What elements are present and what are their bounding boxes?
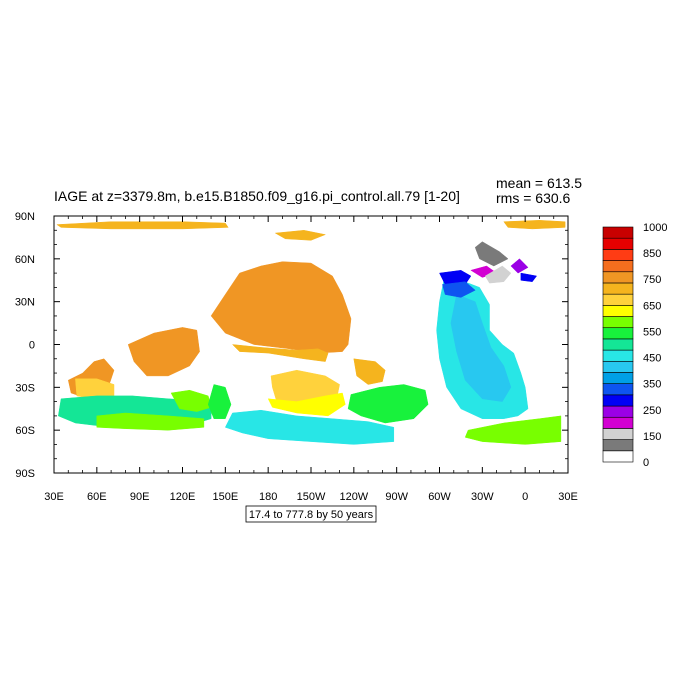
colorbar-label: 650 [643, 300, 661, 312]
x-tick-label: 0 [522, 491, 528, 503]
axis-ticks: 30E 60E 90E 120E 150E 180 150W 120W 90W 60W 30W 0 30… [15, 211, 578, 503]
colorbar-box [602, 305, 634, 317]
colorbar-box [602, 282, 634, 295]
colorbar-box [602, 327, 634, 340]
rms-stat: rms = 630.6 [496, 190, 571, 206]
colorbar-box [602, 338, 634, 351]
colorbar-box [602, 405, 634, 418]
map-region-22 [474, 241, 509, 267]
colorbar-box [602, 237, 634, 250]
y-tick-label: 90N [15, 211, 35, 223]
colorbar-box [602, 383, 634, 396]
x-tick-label: 30E [558, 491, 578, 503]
x-tick-label: 120E [170, 491, 196, 503]
map-region-25 [274, 230, 327, 241]
colorbar-box [602, 439, 634, 452]
colorbar-box [602, 360, 634, 373]
colorbar-box [602, 249, 634, 261]
colorbar-label: 250 [643, 405, 661, 417]
colorbar-box [602, 428, 634, 440]
colorbar-box [602, 271, 634, 284]
x-tick-label: 150W [297, 491, 326, 503]
map-region-9 [96, 412, 205, 431]
colorbar-box [602, 416, 634, 429]
map-region-13 [224, 409, 395, 445]
x-tick-label: 30W [471, 491, 494, 503]
colorbar-label: 0 [643, 457, 649, 469]
colorbar-label: 750 [643, 274, 661, 286]
map-region-20 [520, 272, 538, 282]
colorbar-box [602, 226, 634, 239]
map-region-3 [231, 344, 329, 362]
y-tick-label: 90S [15, 468, 35, 480]
colorbar-box [602, 293, 634, 306]
x-tick-label: 60E [87, 491, 107, 503]
contour-info-box [245, 505, 377, 523]
map-region-11 [207, 384, 232, 419]
y-tick-label: 60S [15, 425, 35, 437]
y-tick-label: 60N [15, 254, 35, 266]
map-region-15 [450, 294, 512, 402]
colorbar-label: 850 [643, 248, 661, 260]
map-region-21 [484, 265, 512, 284]
x-tick-label: 30E [44, 491, 64, 503]
map-regions [56, 220, 566, 445]
map-region-19 [510, 258, 529, 274]
map-region-1 [127, 327, 200, 377]
colorbar-label: 550 [643, 326, 661, 338]
map-region-23 [464, 415, 562, 445]
map-region-26 [503, 220, 566, 230]
colorbar-box [602, 349, 634, 362]
map-region-24 [56, 221, 229, 230]
colorbar-box [602, 260, 634, 273]
map-region-12 [347, 384, 429, 424]
map-region-5 [267, 392, 346, 417]
colorbar-label: 350 [643, 379, 661, 391]
chart-title: IAGE at z=3379.8m, b.e15.B1850.f09_g16.p… [54, 188, 460, 204]
colorbar-box [602, 450, 634, 463]
x-tick-label: 120W [339, 491, 368, 503]
colorbar: 1000 850 750 650 550 450 350 250 150 0 [602, 222, 667, 469]
colorbar-label: 150 [643, 431, 661, 443]
colorbar-label: 1000 [643, 222, 667, 234]
colorbar-label: 450 [643, 353, 661, 365]
x-tick-label: 180 [259, 491, 277, 503]
y-tick-label: 30N [15, 297, 35, 309]
x-tick-label: 90E [130, 491, 150, 503]
y-tick-label: 0 [29, 340, 35, 352]
y-tick-label: 30S [15, 382, 35, 394]
colorbar-box [602, 372, 634, 384]
x-tick-label: 60W [428, 491, 451, 503]
contour-info: 17.4 to 777.8 by 50 years [249, 509, 374, 521]
map-region-17 [442, 281, 476, 298]
mean-stat: mean = 613.5 [496, 175, 582, 191]
colorbar-box [602, 394, 634, 407]
map-region-7 [353, 358, 386, 385]
map-region-2 [210, 261, 352, 354]
x-tick-label: 150E [212, 491, 238, 503]
colorbar-box [602, 316, 634, 329]
x-tick-label: 90W [385, 491, 408, 503]
